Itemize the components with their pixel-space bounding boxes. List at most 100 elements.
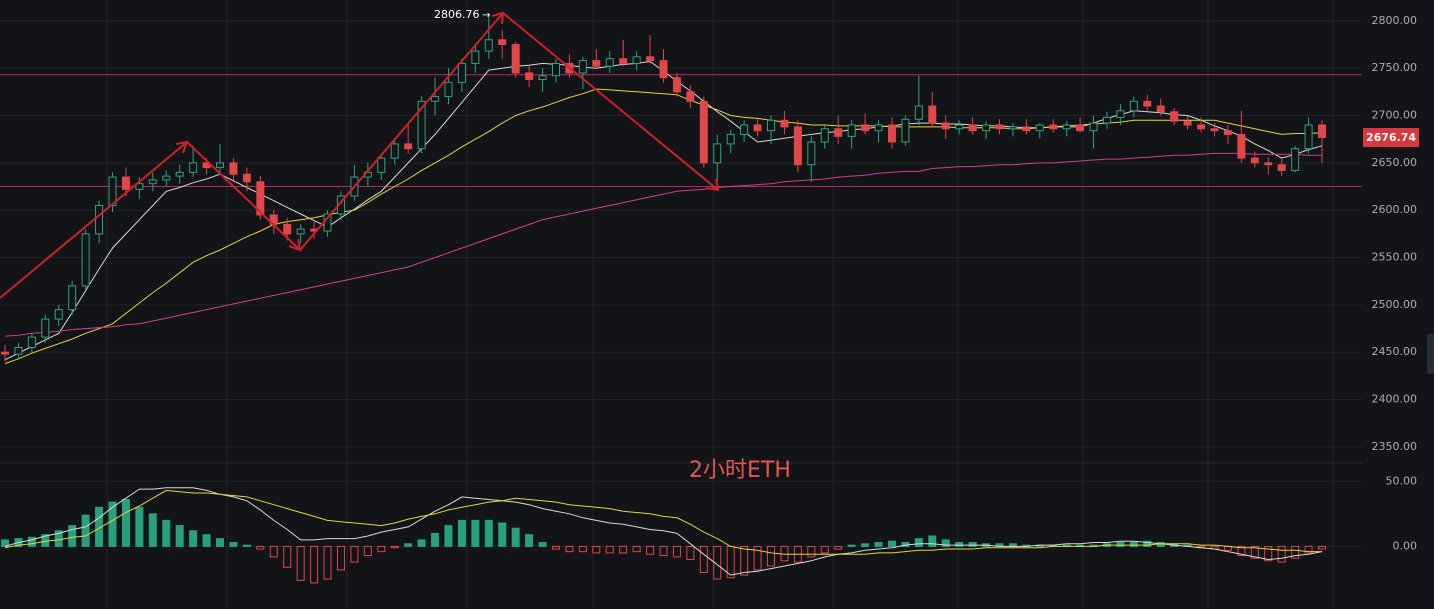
y-tick-label: 2750.00 bbox=[1372, 61, 1418, 74]
macd-bar bbox=[350, 545, 359, 563]
y-tick-label: 50.00 bbox=[1386, 474, 1418, 487]
side-tab[interactable] bbox=[1427, 334, 1434, 374]
candle-body bbox=[511, 44, 520, 74]
candle-body bbox=[1143, 100, 1152, 107]
macd-bar bbox=[740, 545, 749, 576]
candle-body bbox=[68, 285, 77, 311]
macd-bar bbox=[699, 545, 708, 574]
candle-body bbox=[1170, 111, 1179, 122]
macd-bar bbox=[363, 545, 372, 557]
macd-bar bbox=[310, 545, 319, 584]
candle-body bbox=[404, 143, 413, 150]
candle-body bbox=[834, 128, 843, 137]
candle-body bbox=[1223, 130, 1232, 135]
macd-bar bbox=[565, 545, 574, 553]
candle-body bbox=[753, 124, 762, 132]
price-badge bbox=[1363, 128, 1419, 147]
macd-bar bbox=[968, 542, 977, 547]
macd-bar bbox=[283, 545, 292, 568]
macd-bar bbox=[686, 545, 695, 560]
candle-body bbox=[726, 133, 735, 145]
macd-bar bbox=[578, 545, 587, 553]
candle-body bbox=[1062, 124, 1071, 130]
plot bbox=[0, 14, 1362, 584]
macd-bar bbox=[820, 545, 829, 554]
macd-bar bbox=[390, 545, 399, 549]
candle-body bbox=[1237, 133, 1246, 159]
macd-bar bbox=[955, 542, 964, 547]
candle-body bbox=[686, 91, 695, 102]
candle-body bbox=[740, 124, 749, 135]
candle-body bbox=[256, 181, 265, 216]
candle-body bbox=[377, 157, 386, 173]
candle-body bbox=[1089, 122, 1098, 132]
macd-bar bbox=[121, 499, 130, 547]
candle-body bbox=[995, 124, 1004, 130]
candle-body bbox=[1022, 126, 1031, 132]
macd-bar bbox=[632, 545, 641, 553]
candle-body bbox=[525, 72, 534, 81]
macd-bar bbox=[1116, 542, 1125, 547]
candle-body bbox=[283, 223, 292, 235]
candle-body bbox=[767, 119, 776, 132]
candle-body bbox=[982, 124, 991, 132]
candle-body bbox=[457, 62, 466, 83]
chart-annotation: 2小时ETH bbox=[689, 458, 791, 483]
macd-bar bbox=[887, 540, 896, 547]
candle-body bbox=[216, 162, 225, 169]
macd-bar bbox=[27, 536, 36, 547]
macd-bar bbox=[256, 545, 265, 550]
macd-bar bbox=[81, 514, 90, 547]
macd-bar bbox=[1291, 545, 1300, 559]
macd-bar bbox=[135, 506, 144, 547]
macd-bar bbox=[807, 545, 816, 558]
macd-bar bbox=[229, 542, 238, 547]
candle-body bbox=[1250, 157, 1259, 164]
candle-body bbox=[941, 122, 950, 130]
macd-bar bbox=[1129, 542, 1138, 547]
candle-body bbox=[148, 179, 157, 185]
candle-body bbox=[108, 176, 117, 206]
macd-bar bbox=[431, 532, 440, 547]
candle-body bbox=[41, 318, 50, 338]
candle-body bbox=[1264, 162, 1273, 166]
candle-body bbox=[1076, 124, 1085, 132]
y-tick-label: 2800.00 bbox=[1372, 14, 1418, 27]
macd-bar bbox=[874, 542, 883, 547]
candle-body bbox=[444, 81, 453, 98]
candle-body bbox=[175, 171, 184, 177]
macd-bar bbox=[457, 519, 466, 547]
candle-body bbox=[807, 141, 816, 166]
candle-body bbox=[578, 60, 587, 74]
macd-bar bbox=[1143, 540, 1152, 547]
macd-bar bbox=[1304, 545, 1313, 554]
macd-bar bbox=[417, 539, 426, 547]
macd-bar bbox=[484, 519, 493, 547]
macd-bar bbox=[713, 545, 722, 580]
y-tick-label: 2500.00 bbox=[1372, 298, 1418, 311]
candle-body bbox=[189, 162, 198, 173]
candle-body bbox=[1197, 124, 1206, 130]
macd-bar bbox=[1264, 545, 1273, 562]
macd-bar bbox=[928, 535, 937, 547]
macd-bar bbox=[1250, 545, 1259, 559]
macd-bar bbox=[269, 545, 278, 558]
macd-bar bbox=[1237, 545, 1246, 557]
candle-body bbox=[632, 56, 641, 64]
zigzag-drawing bbox=[0, 11, 720, 299]
macd-bar bbox=[1277, 545, 1286, 563]
candle-body bbox=[699, 100, 708, 164]
macd-bar bbox=[672, 545, 681, 558]
high-arrow: → bbox=[482, 10, 490, 21]
macd-bar bbox=[296, 545, 305, 581]
candle-body bbox=[1116, 110, 1125, 118]
candle-body bbox=[793, 126, 802, 166]
candle-body bbox=[95, 204, 104, 235]
macd-bar bbox=[1, 539, 9, 547]
candle-body bbox=[229, 162, 238, 175]
candle-body bbox=[646, 56, 655, 62]
macd-bar bbox=[551, 545, 560, 550]
candle-body bbox=[672, 77, 681, 93]
candle-body bbox=[1291, 148, 1300, 171]
candle-body bbox=[1, 351, 9, 355]
